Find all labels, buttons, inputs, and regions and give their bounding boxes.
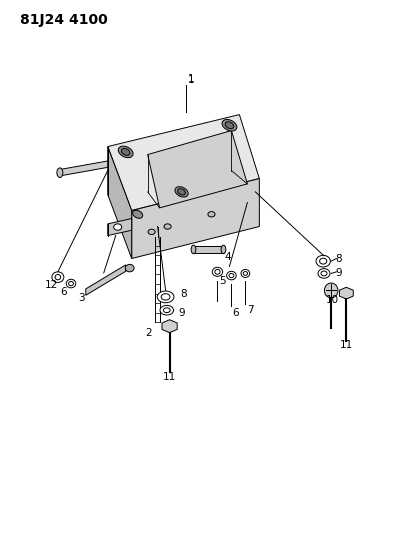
Text: 11: 11 <box>340 341 353 350</box>
Text: 11: 11 <box>163 372 176 382</box>
Ellipse shape <box>212 267 223 276</box>
Ellipse shape <box>164 224 171 229</box>
Ellipse shape <box>225 122 234 128</box>
Ellipse shape <box>324 283 338 298</box>
Polygon shape <box>148 131 247 208</box>
Ellipse shape <box>320 259 327 264</box>
Ellipse shape <box>55 274 61 280</box>
Polygon shape <box>108 219 132 236</box>
Ellipse shape <box>227 271 236 280</box>
Polygon shape <box>108 115 259 211</box>
Text: 5: 5 <box>219 277 226 286</box>
Ellipse shape <box>175 187 188 197</box>
Polygon shape <box>340 287 353 299</box>
Text: 12: 12 <box>44 280 58 290</box>
Text: 8: 8 <box>335 254 342 263</box>
Ellipse shape <box>241 270 250 278</box>
Ellipse shape <box>160 305 174 315</box>
Text: 7: 7 <box>247 305 254 315</box>
Text: 81J24 4100: 81J24 4100 <box>20 13 108 27</box>
Ellipse shape <box>52 272 64 282</box>
Text: 6: 6 <box>232 309 239 318</box>
Ellipse shape <box>229 273 234 278</box>
Polygon shape <box>132 179 259 259</box>
Ellipse shape <box>222 119 237 131</box>
Polygon shape <box>194 246 223 253</box>
Ellipse shape <box>161 294 170 300</box>
Ellipse shape <box>114 224 122 230</box>
Text: 2: 2 <box>145 328 152 338</box>
Text: 4: 4 <box>225 252 231 262</box>
Ellipse shape <box>69 281 73 286</box>
Ellipse shape <box>215 269 220 274</box>
Polygon shape <box>86 265 126 295</box>
Ellipse shape <box>208 212 215 217</box>
Ellipse shape <box>148 229 155 235</box>
Text: 9: 9 <box>178 309 185 318</box>
Text: 6: 6 <box>61 287 67 297</box>
Text: 8: 8 <box>180 289 187 299</box>
Ellipse shape <box>121 149 130 155</box>
Ellipse shape <box>318 269 330 278</box>
Ellipse shape <box>66 279 76 288</box>
Ellipse shape <box>221 245 226 254</box>
Text: 1: 1 <box>188 74 195 84</box>
Text: 9: 9 <box>335 269 342 278</box>
Ellipse shape <box>125 264 134 272</box>
Polygon shape <box>60 161 108 176</box>
Text: 10: 10 <box>326 295 339 304</box>
Ellipse shape <box>118 146 133 158</box>
Ellipse shape <box>316 255 330 267</box>
Ellipse shape <box>163 308 170 312</box>
Polygon shape <box>108 147 132 259</box>
Text: 1: 1 <box>188 75 195 85</box>
Text: 3: 3 <box>79 294 85 303</box>
Ellipse shape <box>191 245 196 254</box>
Ellipse shape <box>57 168 63 177</box>
Ellipse shape <box>243 272 247 276</box>
Ellipse shape <box>321 271 327 276</box>
Polygon shape <box>162 320 177 333</box>
Ellipse shape <box>178 189 186 195</box>
Ellipse shape <box>157 291 174 303</box>
Ellipse shape <box>132 210 143 219</box>
